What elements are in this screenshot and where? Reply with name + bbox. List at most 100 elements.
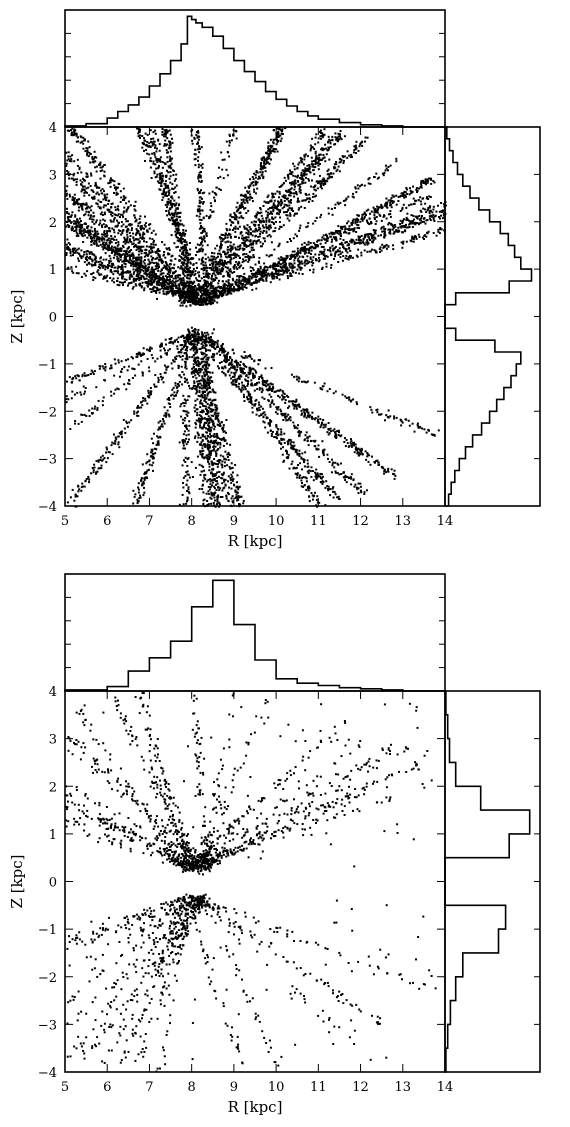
data-point xyxy=(325,153,328,156)
data-point xyxy=(78,232,81,235)
data-point xyxy=(314,152,317,155)
data-point xyxy=(167,165,170,168)
data-point xyxy=(249,275,252,278)
data-point xyxy=(395,229,397,232)
data-point xyxy=(348,247,351,250)
data-point xyxy=(299,191,302,194)
data-point xyxy=(344,249,347,252)
data-point xyxy=(125,229,128,232)
data-point xyxy=(241,367,244,370)
data-point xyxy=(383,204,386,207)
data-point xyxy=(204,261,207,264)
data-point xyxy=(156,297,158,300)
data-point xyxy=(188,277,191,280)
data-point xyxy=(69,155,72,158)
data-point xyxy=(420,203,423,206)
data-point xyxy=(287,406,289,409)
data-point xyxy=(192,299,195,302)
data-point xyxy=(327,457,329,460)
data-point xyxy=(206,394,209,397)
data-point xyxy=(199,436,202,439)
data-point xyxy=(130,253,133,256)
data-point xyxy=(202,491,205,494)
data-point xyxy=(363,493,366,495)
data-point xyxy=(296,176,299,179)
data-point xyxy=(259,230,262,233)
data-point xyxy=(202,502,205,505)
data-point xyxy=(383,235,386,238)
data-point xyxy=(258,269,261,272)
data-point xyxy=(198,208,201,211)
data-point xyxy=(338,158,341,161)
data-point xyxy=(156,288,159,291)
data-point xyxy=(245,379,248,382)
data-point xyxy=(100,464,103,467)
data-point xyxy=(199,421,202,423)
data-point xyxy=(116,258,119,261)
data-point xyxy=(285,266,288,269)
data-point xyxy=(204,253,207,256)
data-point xyxy=(123,259,126,262)
data-point xyxy=(214,288,217,291)
data-point xyxy=(214,473,217,476)
data-point xyxy=(206,480,209,483)
data-point xyxy=(270,395,273,398)
data-point xyxy=(270,158,272,161)
data-point xyxy=(185,355,188,358)
data-point xyxy=(282,446,284,449)
data-point xyxy=(203,469,206,472)
data-point xyxy=(286,217,289,220)
data-point xyxy=(269,405,272,408)
data-point xyxy=(215,193,218,196)
data-point xyxy=(238,286,241,289)
data-point xyxy=(217,296,220,299)
data-point xyxy=(140,252,143,255)
data-point xyxy=(367,222,369,225)
data-point xyxy=(201,411,204,414)
data-point xyxy=(133,412,136,415)
data-point xyxy=(195,385,198,388)
data-point xyxy=(191,347,194,350)
data-point xyxy=(330,207,333,210)
data-point xyxy=(157,379,160,381)
data-point xyxy=(139,249,142,252)
data-point xyxy=(302,163,305,166)
data-point xyxy=(303,415,306,418)
data-point xyxy=(228,133,231,136)
data-point xyxy=(298,434,301,437)
data-point xyxy=(330,254,333,257)
data-point xyxy=(205,421,208,424)
data-point xyxy=(272,230,275,233)
data-point xyxy=(159,282,162,285)
data-point xyxy=(284,401,287,404)
data-point xyxy=(205,358,208,361)
data-point xyxy=(283,271,286,274)
data-point xyxy=(213,458,216,460)
data-point xyxy=(273,267,276,270)
data-point xyxy=(269,235,272,238)
data-point xyxy=(148,249,151,252)
data-point xyxy=(241,203,244,206)
data-point xyxy=(217,501,220,504)
data-point xyxy=(189,298,191,301)
data-point xyxy=(212,328,215,331)
data-point xyxy=(268,218,271,221)
data-point xyxy=(122,418,125,421)
data-point xyxy=(80,413,83,416)
data-point xyxy=(271,277,274,280)
data-point xyxy=(346,156,349,159)
data-point xyxy=(75,265,78,268)
data-point xyxy=(210,479,213,482)
data-point xyxy=(299,189,302,192)
data-point xyxy=(156,275,159,278)
data-point xyxy=(182,287,185,289)
data-point xyxy=(98,467,101,470)
data-point xyxy=(115,238,118,241)
data-point xyxy=(242,200,245,203)
data-point xyxy=(76,158,79,161)
data-point xyxy=(195,423,198,426)
data-point xyxy=(239,367,242,370)
data-point xyxy=(272,273,275,275)
data-point xyxy=(347,232,350,235)
data-point xyxy=(107,249,110,252)
